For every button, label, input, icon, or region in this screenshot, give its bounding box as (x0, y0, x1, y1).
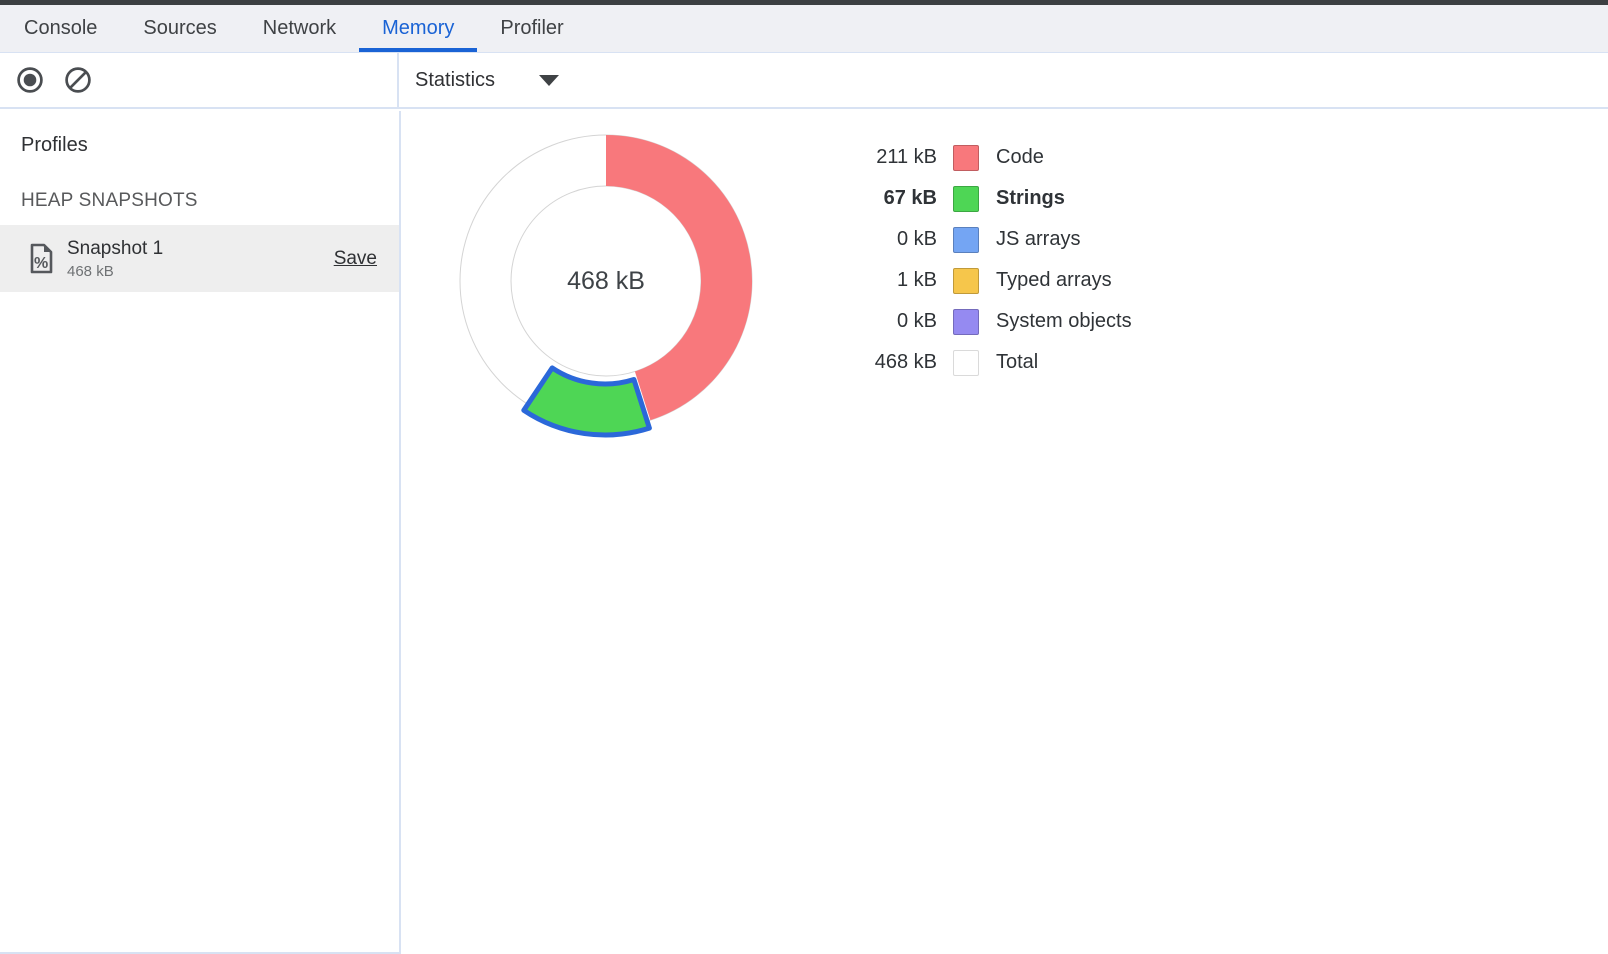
perspective-dropdown-label: Statistics (415, 68, 496, 91)
profiles-heading: Profiles (21, 134, 88, 156)
panel-content: Profiles HEAP SNAPSHOTS % Snapshot 1 468… (0, 111, 1608, 954)
legend-label: Strings (996, 187, 1065, 209)
perspective-dropdown[interactable]: Statistics (405, 65, 569, 96)
snapshot-size: 468 kB (67, 262, 114, 280)
save-snapshot-link[interactable]: Save (333, 247, 377, 269)
tab-memory[interactable]: Memory (359, 5, 478, 52)
statistics-view: 468 kB 211 kB Code 67 kB Strings 0 kB JS… (401, 111, 1608, 954)
legend-row-system-objects[interactable]: 0 kB System objects (845, 301, 1132, 342)
legend-swatch-strings (953, 185, 979, 212)
heap-statistics-donut-chart: 468 kB (446, 121, 766, 441)
legend-row-typed-arrays[interactable]: 1 kB Typed arrays (845, 260, 1132, 301)
snapshot-name: Snapshot 1 (67, 237, 164, 259)
legend-label: Code (996, 146, 1044, 168)
clear-icon (65, 67, 91, 93)
legend-row-total[interactable]: 468 kB Total (845, 342, 1132, 383)
legend-label: JS arrays (996, 228, 1081, 250)
tab-sources[interactable]: Sources (143, 17, 217, 39)
tab-console[interactable]: Console (24, 17, 98, 39)
profiles-toolbar (0, 53, 399, 107)
svg-text:%: % (34, 255, 48, 272)
tab-profiler[interactable]: Profiler (500, 17, 564, 39)
legend-value: 211 kB (876, 146, 937, 168)
snapshot-meta: Snapshot 1 468 kB (67, 238, 163, 280)
legend-label: Total (996, 351, 1039, 373)
sidebar-item-snapshot-1[interactable]: % Snapshot 1 468 kB Save (0, 225, 399, 292)
donut-slice-strings-selected[interactable] (521, 365, 652, 438)
legend-row-strings[interactable]: 67 kB Strings (845, 178, 1132, 219)
legend-value: 0 kB (896, 228, 937, 250)
clear-profiles-button[interactable] (63, 65, 93, 95)
legend-row-code[interactable]: 211 kB Code (845, 137, 1132, 178)
chevron-down-icon (539, 74, 560, 86)
devtools-tabbar: Console Sources Network Memory Profiler (0, 5, 1608, 53)
donut-inner-ring-outline (510, 185, 702, 377)
record-icon (17, 67, 43, 93)
legend-swatch-js-arrays (953, 226, 979, 253)
legend-value: 67 kB (883, 187, 937, 209)
view-toolbar: Statistics (399, 53, 1608, 107)
legend-swatch-system-objects (953, 308, 979, 335)
record-heap-snapshot-button[interactable] (15, 65, 45, 95)
legend-row-js-arrays[interactable]: 0 kB JS arrays (845, 219, 1132, 260)
legend-swatch-code (953, 144, 979, 171)
memory-panel-toolbar: Statistics (0, 53, 1608, 109)
heap-snapshot-file-icon: % (30, 243, 53, 274)
legend-label: System objects (996, 310, 1132, 332)
donut-slice-code[interactable] (606, 135, 753, 421)
legend-swatch-total (953, 349, 979, 376)
legend-value: 468 kB (874, 351, 937, 373)
legend-value: 0 kB (896, 310, 937, 332)
heap-snapshots-section-heading: HEAP SNAPSHOTS (21, 190, 198, 211)
legend-swatch-typed-arrays (953, 267, 979, 294)
legend-label: Typed arrays (996, 269, 1112, 291)
legend-value: 1 kB (896, 269, 937, 291)
chart-legend: 211 kB Code 67 kB Strings 0 kB JS arrays… (845, 137, 1132, 383)
window-top-edge (0, 0, 1608, 5)
tab-network[interactable]: Network (262, 17, 337, 39)
profiles-sidebar: Profiles HEAP SNAPSHOTS % Snapshot 1 468… (0, 111, 401, 954)
